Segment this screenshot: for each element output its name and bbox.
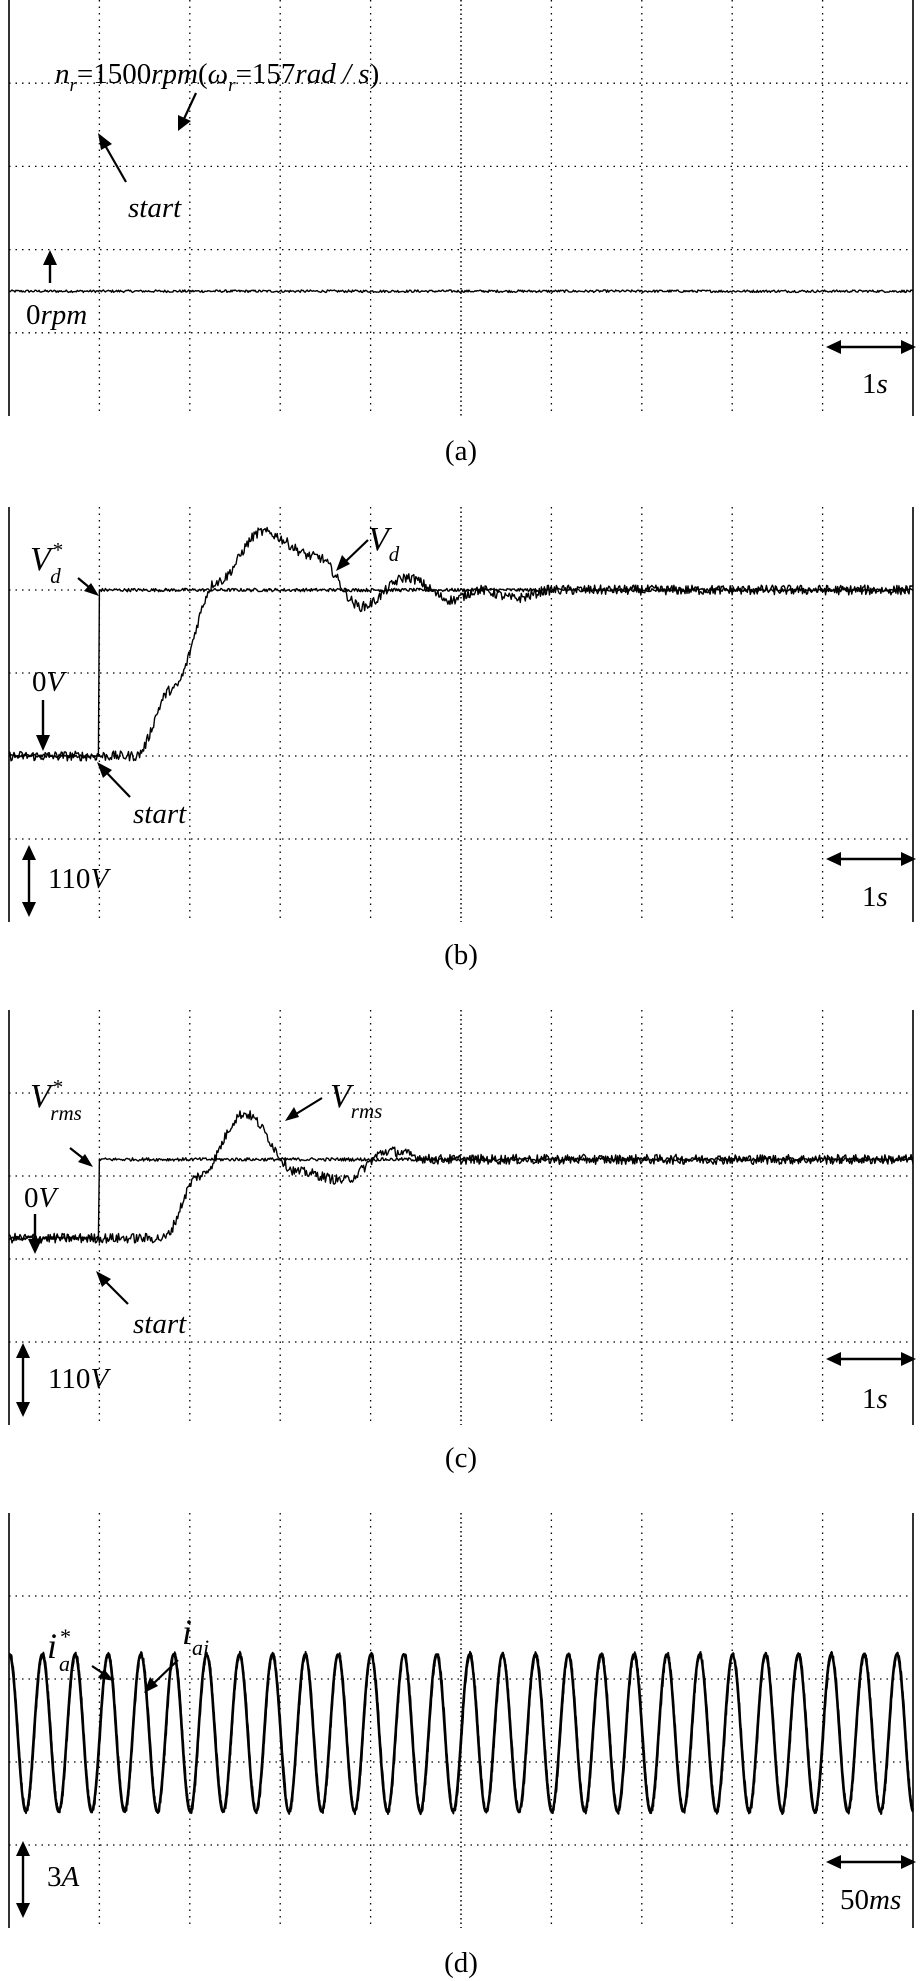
amp-scale-arrow-d	[16, 1841, 30, 1918]
amp-scale-label-c: 110V	[48, 1363, 111, 1395]
amp-scale-label-d: 3A	[47, 1861, 80, 1893]
trace-d-measured	[8, 1650, 914, 1816]
trace-c-measured	[8, 1110, 914, 1244]
time-scale-arrow-b	[826, 852, 916, 866]
iai-ref-arrow	[91, 1665, 114, 1681]
vrms-meas-label: Vrms	[330, 1078, 382, 1123]
trace-b-measured	[8, 526, 914, 762]
panel-d-traces	[8, 1650, 914, 1816]
caption-a: (a)	[445, 435, 477, 467]
vrms-ref-arrow	[69, 1147, 93, 1167]
amp-scale-arrow-c	[16, 1343, 30, 1417]
vd-ref-arrow	[77, 577, 99, 596]
start-arrow-c	[96, 1271, 129, 1305]
panel-c-traces	[8, 1110, 914, 1244]
caption-c: (c)	[445, 1442, 477, 1474]
panel-b-traces	[8, 526, 914, 762]
start-label-b: start	[133, 798, 187, 830]
panel-d-grid	[9, 1513, 913, 1928]
amp-scale-arrow-b	[22, 845, 36, 917]
zero-marker-arrow-b	[36, 700, 50, 751]
panel-c-grid	[9, 1010, 913, 1425]
caption-d: (d)	[444, 1947, 478, 1979]
vd-ref-label: V* d	[30, 538, 63, 588]
zero-marker-arrow-a	[43, 250, 57, 283]
trace-c-reference	[8, 1157, 914, 1241]
time-scale-arrow-d	[826, 1855, 916, 1869]
time-scale-label-c: 1s	[862, 1383, 888, 1415]
time-scale-arrow-c	[826, 1352, 916, 1366]
zero-label-c: 0V	[24, 1182, 60, 1214]
start-arrow-a	[98, 133, 127, 183]
time-scale-label-b: 1s	[862, 881, 888, 913]
time-scale-label-d: 50ms	[840, 1884, 901, 1916]
panel-a-speed-trace	[8, 289, 914, 294]
zero-label-a: 0rpm	[26, 299, 87, 331]
iai-meas-arrow	[144, 1659, 179, 1693]
vrms-meas-arrow	[285, 1097, 323, 1121]
trace-a-speed	[8, 289, 914, 294]
vd-meas-label: Vd	[368, 521, 400, 566]
panel-a: nr=1500rpm(ωr=157rad / s) start 0rpm 1s …	[8, 0, 916, 467]
iai-meas-label: iai	[182, 1612, 209, 1660]
speed-label-arrow	[178, 92, 197, 131]
panel-d: i* ai iai 3A 50ms (d)	[8, 1513, 916, 1979]
panel-b: V* d Vd 0V start 110V	[8, 507, 916, 971]
start-arrow-b	[97, 762, 131, 798]
vrms-ref-label: V* rms	[30, 1075, 82, 1125]
caption-b: (b)	[444, 939, 478, 971]
start-label-a: start	[128, 192, 182, 224]
start-label-c: start	[133, 1308, 187, 1340]
zero-label-b: 0V	[32, 666, 68, 698]
panel-b-grid	[9, 507, 913, 922]
panel-c: V* rms Vrms 0V start 110V	[8, 1010, 916, 1474]
zero-marker-arrow-c	[28, 1214, 42, 1254]
iai-ref-label: i* ai	[47, 1624, 76, 1676]
vd-meas-arrow	[336, 539, 369, 571]
time-scale-arrow-a	[826, 340, 916, 354]
panel-a-grid	[9, 0, 913, 416]
time-scale-label-a: 1s	[862, 368, 888, 400]
speed-label: nr=1500rpm(ωr=157rad / s)	[55, 58, 379, 96]
amp-scale-label-b: 110V	[48, 863, 111, 895]
